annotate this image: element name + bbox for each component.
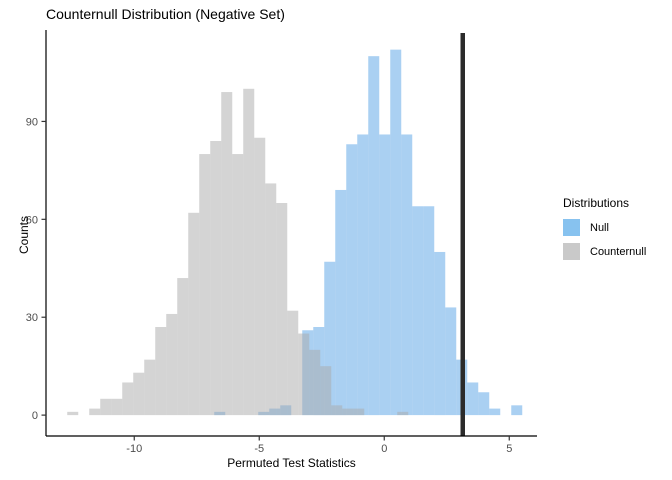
null-bar (467, 382, 479, 416)
counternull-bar (199, 154, 211, 416)
x-axis-title: Permuted Test Statistics (227, 456, 356, 470)
counternull-bar (243, 88, 255, 416)
legend: Distributions Null Counternull (563, 196, 646, 267)
counternull-bar (67, 411, 79, 416)
null-bar (390, 49, 402, 416)
x-tick-label: 5 (506, 443, 512, 455)
counternull-bar (155, 327, 167, 416)
null-bar (423, 206, 435, 416)
x-tick-label: 0 (381, 443, 387, 455)
legend-item-null: Null (563, 219, 646, 236)
counternull-bar (320, 366, 332, 416)
y-tick-label: 90 (26, 116, 38, 128)
null-bar (368, 56, 380, 416)
counternull-bar (254, 137, 266, 416)
counternull-bar (177, 278, 189, 416)
legend-title: Distributions (563, 196, 630, 210)
counternull-histogram-bars (67, 88, 409, 416)
x-tick-label: -10 (126, 443, 142, 455)
x-tick-label: -5 (254, 443, 264, 455)
counternull-bar (100, 398, 112, 416)
counternull-bar (232, 154, 244, 416)
legend-label-counternull: Counternull (590, 245, 647, 258)
y-tick-label: 30 (26, 312, 38, 324)
legend-item-counternull: Counternull (563, 243, 646, 260)
null-bar (489, 408, 501, 416)
null-bar (324, 261, 336, 416)
y-tick-label: 60 (26, 214, 38, 226)
null-bar (357, 134, 369, 416)
null-bar (335, 189, 347, 416)
y-axis-title: Counts (17, 215, 31, 255)
legend-label-null: Null (590, 221, 609, 234)
counternull-bar (331, 405, 343, 416)
y-tick-label: 0 (32, 410, 38, 422)
counternull-bar (133, 372, 145, 416)
null-bar (434, 251, 446, 416)
counternull-bar (89, 408, 101, 416)
counternull-swatch (563, 243, 580, 260)
counternull-bar (287, 310, 299, 416)
null-bar (401, 134, 413, 416)
null-bar (511, 405, 523, 416)
counternull-bar (298, 333, 310, 416)
counternull-bar (188, 212, 200, 416)
counternull-bar (309, 349, 321, 416)
counternull-bar (111, 398, 123, 416)
null-bar (379, 134, 391, 416)
counternull-bar (144, 359, 156, 416)
null-bar (412, 206, 424, 416)
counternull-bar (221, 92, 233, 416)
null-bar (346, 144, 358, 416)
counternull-bar (276, 203, 288, 416)
counternull-bar (353, 408, 365, 416)
counternull-bar (265, 183, 277, 416)
counternull-bar (210, 141, 222, 416)
chart-title: Counternull Distribution (Negative Set) (46, 6, 285, 22)
counternull-bar (122, 382, 134, 416)
counternull-bar (166, 313, 178, 416)
null-bar (445, 307, 457, 416)
null-bar (478, 392, 490, 416)
counternull-bar (342, 408, 354, 416)
counternull-bar (397, 411, 409, 416)
null-swatch (563, 219, 580, 236)
